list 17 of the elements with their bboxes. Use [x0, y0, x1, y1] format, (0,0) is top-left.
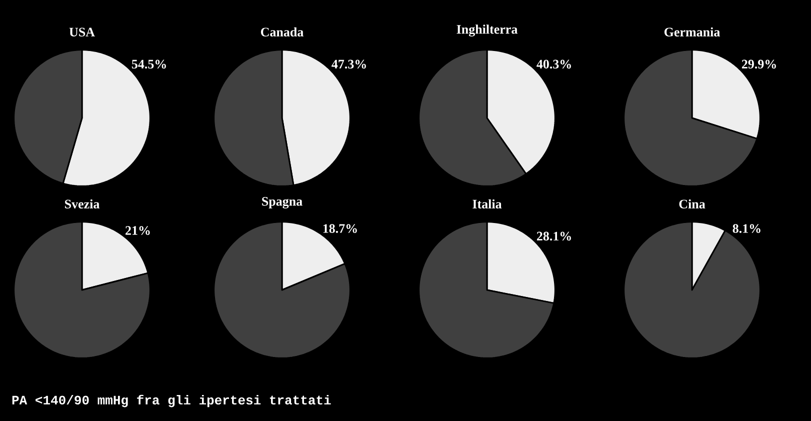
data-label: 28.1% — [536, 232, 571, 241]
data-label: 40.3% — [536, 60, 571, 69]
chart-title: Cina — [679, 199, 706, 208]
chart-title: Inghilterra — [456, 24, 518, 36]
chart-title: Germania — [664, 27, 720, 36]
data-label: 29.9% — [742, 60, 776, 69]
data-label: 18.7% — [323, 224, 357, 233]
text: PA <140/90 mmHg fra gli ipertesi trattati — [12, 394, 331, 408]
data-label: 47.3% — [332, 60, 366, 69]
data-label: 21% — [126, 226, 150, 235]
data-label: 54.5% — [132, 60, 166, 69]
chart-title: Spagna — [262, 196, 302, 208]
chart-title: Italia — [472, 199, 502, 208]
data-label: 8.1% — [732, 224, 760, 233]
chart-title: Svezia — [65, 199, 100, 208]
chart-title: Canada — [260, 27, 304, 36]
chart-title: USA — [69, 28, 95, 36]
